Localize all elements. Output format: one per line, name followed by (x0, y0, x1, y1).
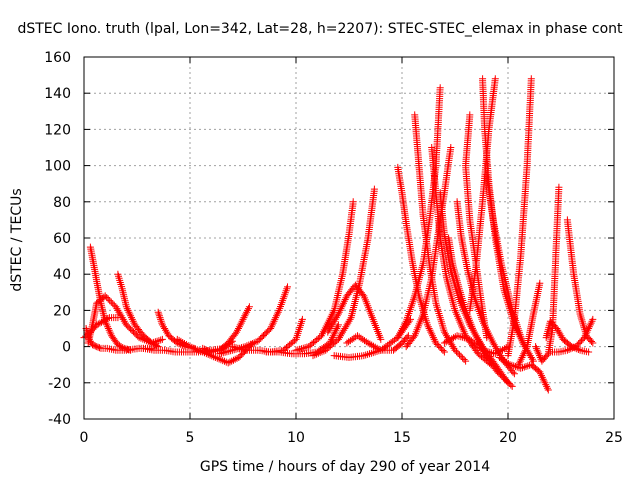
series-5-markers (114, 270, 162, 351)
series-36 (546, 315, 597, 356)
y-tick-label: 120 (44, 122, 71, 138)
series-32-markers (515, 279, 544, 369)
series-15 (324, 281, 385, 343)
y-tick-label: 20 (53, 303, 71, 319)
series-32 (515, 279, 544, 369)
series-30-markers (504, 75, 535, 360)
series-4-markers (86, 243, 135, 354)
series-18-markers (394, 163, 448, 356)
series-37-markers (440, 332, 512, 358)
y-tick-label: -40 (48, 412, 71, 428)
series-28-markers (466, 75, 499, 314)
series-28 (466, 75, 499, 314)
y-tick-label: -20 (48, 376, 71, 392)
x-axis-label: GPS time / hours of day 290 of year 2014 (200, 459, 490, 475)
series-29-markers (483, 171, 537, 365)
y-tick-label: 0 (62, 340, 71, 356)
y-tick-label: 40 (53, 267, 71, 283)
series-14 (309, 185, 378, 360)
x-tick-label: 15 (393, 430, 411, 446)
series-5 (114, 270, 162, 351)
series-22 (428, 144, 495, 369)
series-13-markers (292, 198, 357, 354)
y-tick-label: 80 (53, 195, 71, 211)
series-14-markers (309, 185, 378, 360)
data-marks (80, 75, 597, 394)
chart-title: dSTEC Iono. truth (lpal, Lon=342, Lat=28… (17, 21, 623, 37)
y-axis-label: dSTEC / TECUs (9, 188, 25, 291)
series-15-markers (324, 281, 385, 343)
x-tick-label: 0 (80, 430, 89, 446)
series-37 (440, 332, 512, 358)
y-tick-label: 100 (44, 159, 71, 175)
series-30 (504, 75, 535, 360)
x-tick-label: 20 (499, 430, 517, 446)
y-tick-label: 60 (53, 231, 71, 247)
y-axis-ticks: -40 -20 0 20 40 60 80 100 120 140 160 (44, 50, 614, 428)
y-tick-label: 140 (44, 86, 71, 102)
series-13 (292, 198, 357, 354)
x-tick-label: 5 (186, 430, 195, 446)
x-tick-label: 10 (287, 430, 305, 446)
series-33-markers (532, 183, 563, 365)
series-17-markers (343, 332, 412, 354)
series-36-markers (546, 315, 597, 356)
series-22-markers (428, 144, 495, 369)
series-29 (483, 171, 537, 365)
series-33 (532, 183, 563, 365)
series-17 (343, 332, 412, 354)
series-9-markers (199, 303, 253, 356)
y-tick-label: 160 (44, 50, 71, 66)
series-9 (199, 303, 253, 356)
series-18 (394, 163, 448, 356)
series-4 (86, 243, 135, 354)
x-axis-ticks: 0 5 10 15 20 25 (80, 57, 623, 446)
x-tick-label: 25 (605, 430, 623, 446)
